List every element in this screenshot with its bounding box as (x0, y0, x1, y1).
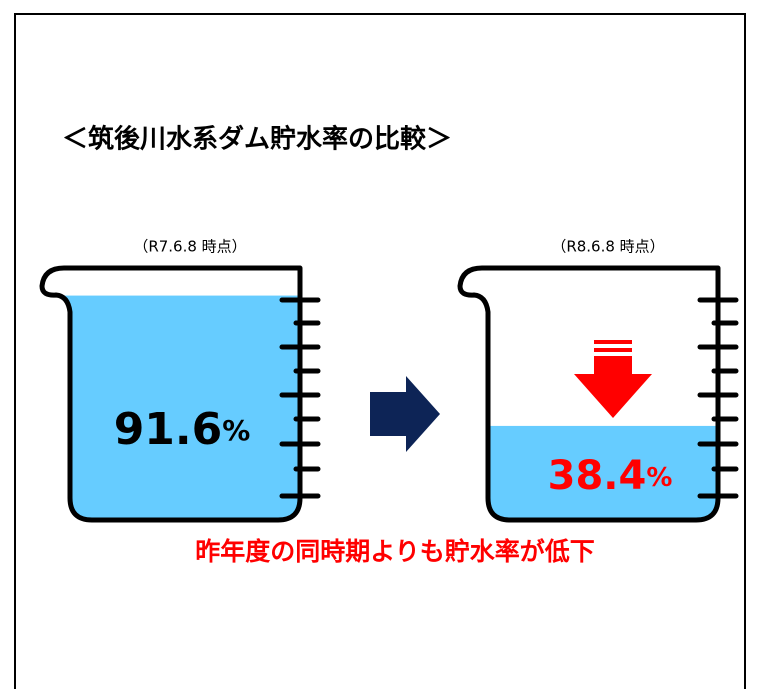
unit: % (222, 414, 250, 447)
title: ＜筑後川水系ダム貯水率の比較＞ (62, 124, 452, 155)
value: 91.6 (114, 404, 223, 455)
unit: % (646, 463, 672, 493)
infographic: ＜筑後川水系ダム貯水率の比較＞ （R7.6.8 時点） 91.6% （R8.6.… (0, 0, 760, 689)
value: 38.4 (548, 453, 647, 499)
time-label: （R8.6.8 時点） (551, 238, 664, 256)
page: {"title": "＜筑後川水系ダム貯水率の比較＞", "beakers": … (0, 0, 760, 689)
time-label: （R7.6.8 時点） (133, 238, 246, 256)
note: 昨年度の同時期よりも貯水率が低下 (195, 537, 595, 566)
